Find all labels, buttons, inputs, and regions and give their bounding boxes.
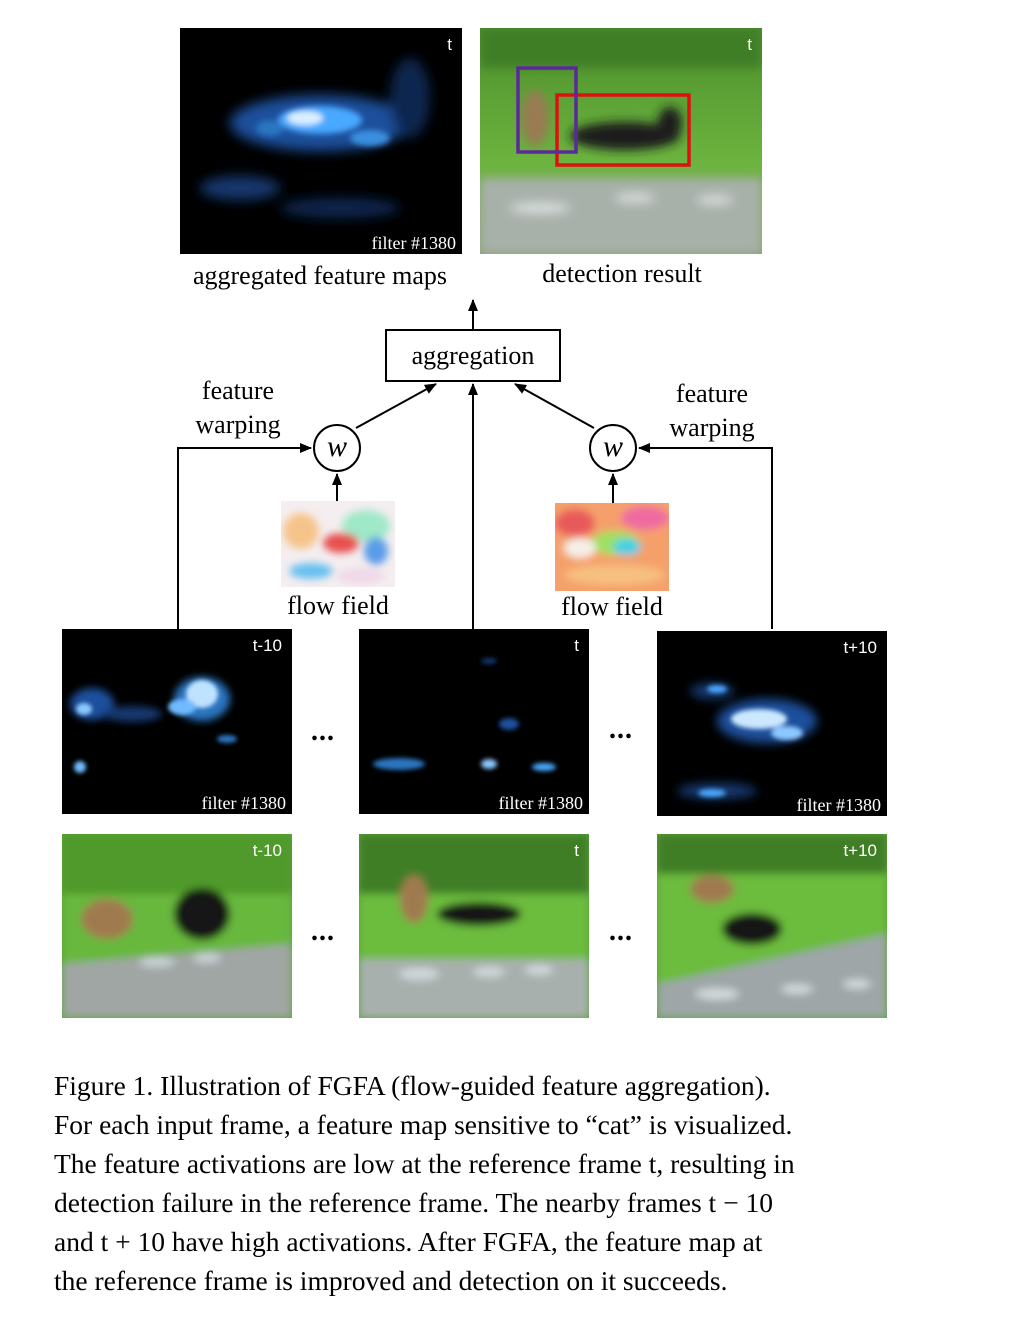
activation-image xyxy=(70,677,237,773)
arrow-right-feature-to-warp xyxy=(638,443,773,629)
frame-image xyxy=(657,834,887,1018)
time-tag: t xyxy=(574,636,579,655)
feature-map-t: t filter #1380 xyxy=(359,629,589,814)
frame-t-minus-10: t-10 xyxy=(62,834,292,1018)
feature-map-t-plus-10: t+10 filter #1380 xyxy=(657,631,887,816)
ellipsis: ... xyxy=(609,714,633,745)
aggregation-box: aggregation xyxy=(385,329,561,382)
feature-warping-label-right-line2: warping xyxy=(669,413,755,442)
detection-box-red xyxy=(555,93,691,167)
caption-line: Figure 1. Illustration of FGFA (flow-gui… xyxy=(54,1070,771,1101)
time-tag: t+10 xyxy=(843,638,877,657)
flow-field-label-left: flow field xyxy=(287,591,389,620)
caption-line: For each input frame, a feature map sens… xyxy=(54,1109,793,1140)
flow-field-left xyxy=(281,501,395,587)
feature-warping-label-left-line2: warping xyxy=(195,410,281,439)
flow-field-label-right: flow field xyxy=(561,592,663,621)
filter-tag: filter #1380 xyxy=(498,793,583,813)
time-tag: t xyxy=(747,35,752,54)
activation-image xyxy=(677,683,817,799)
arrow-right-warp-to-aggregation xyxy=(514,383,595,429)
flow-field-right xyxy=(555,503,669,591)
filter-tag: filter #1380 xyxy=(796,795,881,815)
time-tag: t xyxy=(447,35,452,54)
frame-t: t xyxy=(359,834,589,1018)
time-tag: t+10 xyxy=(843,841,877,860)
caption-line: detection failure in the reference frame… xyxy=(54,1187,773,1218)
warp-node-left: w xyxy=(313,424,361,472)
frame-image xyxy=(62,834,292,1018)
aggregated-activation-image xyxy=(200,58,430,218)
figure-caption: Figure 1. Illustration of FGFA (flow-gui… xyxy=(54,1066,904,1300)
time-tag: t-10 xyxy=(252,636,282,655)
detection-box-purple xyxy=(516,66,578,154)
caption-line: the reference frame is improved and dete… xyxy=(54,1265,728,1296)
warp-symbol: w xyxy=(326,430,347,463)
feature-map-t-minus-10: t-10 filter #1380 xyxy=(62,629,292,814)
aggregated-feature-map: t filter #1380 xyxy=(180,28,462,254)
ellipsis: ... xyxy=(311,716,335,747)
caption-line: The feature activations are low at the r… xyxy=(54,1148,795,1179)
frame-t-plus-10: t+10 xyxy=(657,834,887,1018)
warp-node-right: w xyxy=(589,424,637,472)
warp-symbol: w xyxy=(602,430,623,463)
flow-field-image xyxy=(555,503,669,591)
time-tag: t xyxy=(574,841,579,860)
frame-image xyxy=(359,834,589,1018)
ellipsis: ... xyxy=(609,916,633,947)
time-tag: t-10 xyxy=(252,841,282,860)
activation-image xyxy=(373,658,556,771)
filter-tag: filter #1380 xyxy=(201,793,286,813)
detection-scene xyxy=(480,28,762,254)
aggregation-label: aggregation xyxy=(411,341,535,370)
ellipsis: ... xyxy=(311,916,335,947)
feature-warping-label-left-line1: feature xyxy=(201,376,275,405)
detection-result-label: detection result xyxy=(542,259,702,288)
detection-result-image: t xyxy=(480,28,762,254)
arrow-left-warp-to-aggregation xyxy=(355,383,437,429)
flow-field-image xyxy=(283,510,390,584)
aggregated-feature-maps-label: aggregated feature maps xyxy=(192,261,448,290)
caption-line: and t + 10 have high activations. After … xyxy=(54,1226,763,1257)
arrow-left-feature-to-warp xyxy=(177,443,312,629)
feature-warping-label-right-line1: feature xyxy=(675,379,749,408)
filter-tag: filter #1380 xyxy=(371,233,456,253)
